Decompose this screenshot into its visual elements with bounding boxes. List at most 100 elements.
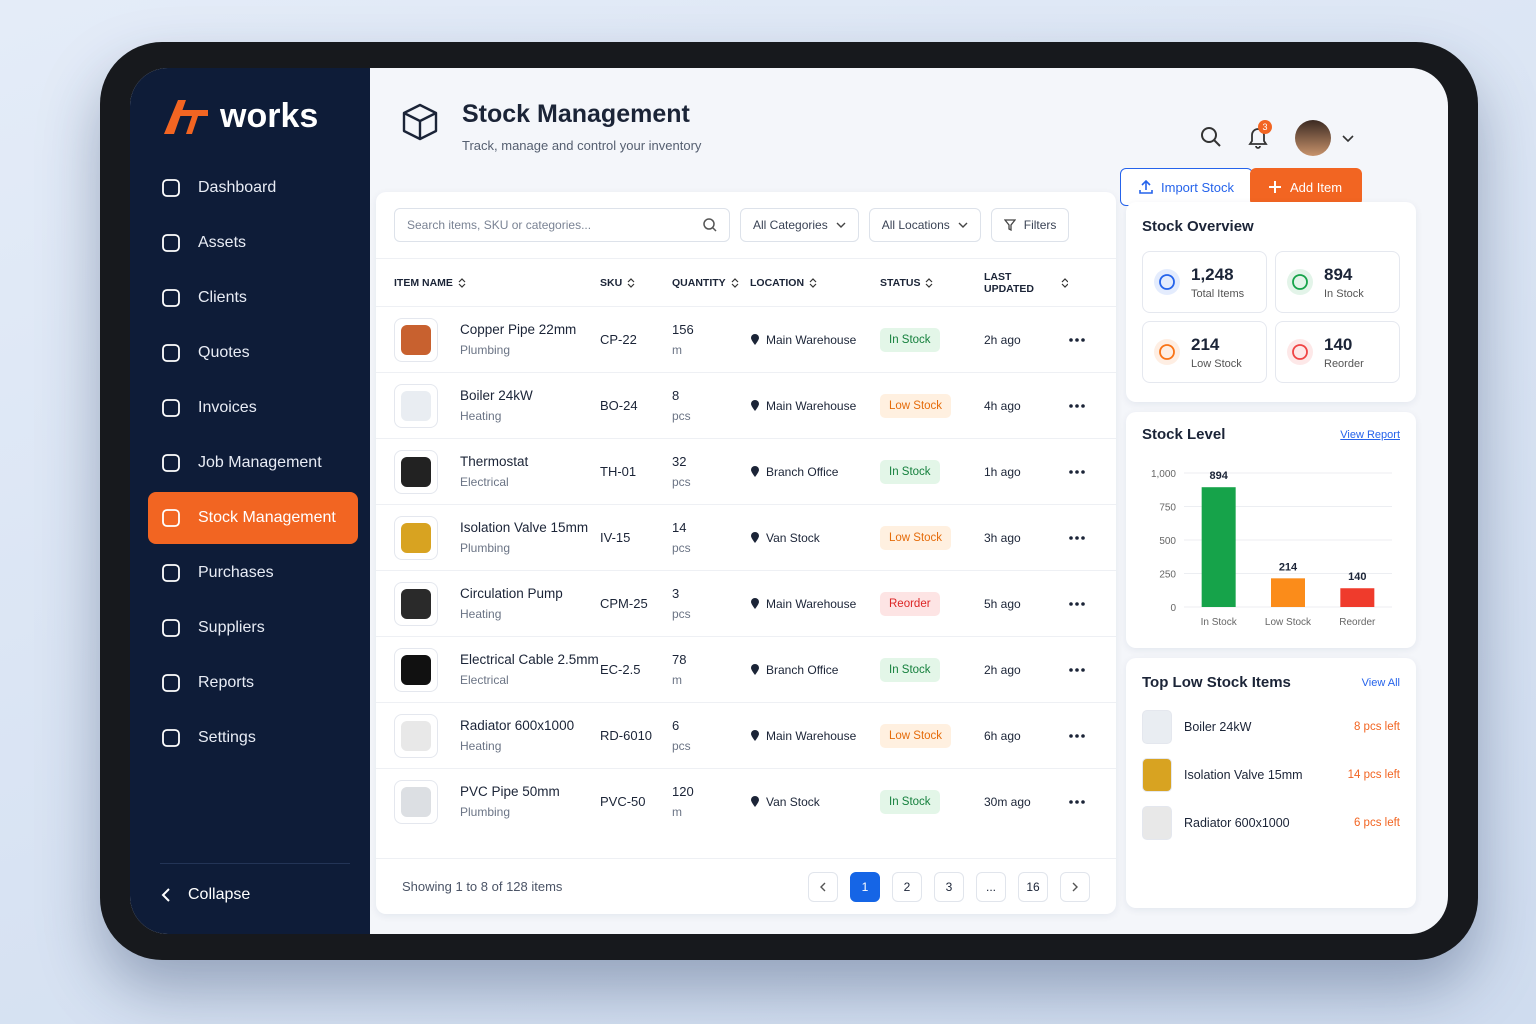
view-all[interactable]: View All [1361,676,1400,689]
nav-item[interactable]: Suppliers [148,602,358,654]
low-stock-item[interactable]: Isolation Valve 15mm 14 pcs left [1142,751,1400,799]
nav-label[interactable]: Quotes [198,344,250,361]
nav-label[interactable]: Assets [198,234,247,251]
column-header[interactable]: STATUS [880,277,984,289]
row-menu[interactable] [1068,601,1086,607]
column-label[interactable]: LOCATION [750,276,805,289]
import-label[interactable]: Import Stock [1161,179,1234,195]
search-placeholder[interactable]: Search items, SKU or categories... [407,218,592,232]
row-menu[interactable] [1068,667,1086,673]
location-cell: Branch Office [750,465,880,479]
sort-icon[interactable] [458,277,466,288]
nav-label[interactable]: Job Management [198,454,322,471]
table-row[interactable]: PVC Pipe 50mm Plumbing PVC-50 120 m Van Stock… [376,768,1116,834]
nav-label[interactable]: Clients [198,289,247,306]
page-arrow[interactable] [1060,871,1090,902]
import-button[interactable]: Import Stock [1120,168,1253,206]
quantity: 156 [672,322,694,337]
table-row[interactable]: Electrical Cable 2.5mm Electrical EC-2.5 78… [376,636,1116,702]
item-name[interactable]: Radiator 600x1000 [1184,816,1290,830]
nav-label[interactable]: Settings [198,729,256,746]
location-filter[interactable]: All Locations [868,208,981,242]
location-label[interactable]: All Locations [881,218,950,232]
search-input[interactable]: Search items, SKU or categories... [394,208,730,242]
column-label[interactable]: ITEM NAME [394,276,453,289]
page-arrow[interactable] [808,871,838,902]
filters-button[interactable]: Filters [990,208,1070,242]
nav-item[interactable]: Stock Management [148,492,358,544]
row-menu[interactable] [1068,733,1086,739]
column-label[interactable]: SKU [600,276,623,289]
chevron[interactable] [819,882,827,892]
nav-label[interactable]: Stock Management [198,509,336,526]
sort-icon[interactable] [731,277,739,288]
row-menu[interactable] [1068,535,1086,541]
table-row[interactable]: Copper Pipe 22mm Plumbing CP-22 156 m Main Wa… [376,306,1116,372]
sort-icon[interactable] [925,277,933,288]
item-name[interactable]: Isolation Valve 15mm [1184,768,1303,782]
column-header[interactable]: SKU [600,277,672,289]
nav-item[interactable]: Clients [148,272,358,324]
page-button[interactable]: 2 [892,871,922,902]
nav-label[interactable]: Dashboard [198,179,277,196]
profile-menu[interactable] [1342,134,1354,144]
page-button[interactable]: ... [976,871,1006,902]
add-label[interactable]: Add Item [1290,179,1343,195]
column-label[interactable]: LAST UPDATED [984,270,1034,295]
icon-bg [1287,269,1313,295]
sort-icon[interactable] [627,277,635,288]
column-label[interactable]: STATUS [880,276,921,289]
column-header[interactable]: ITEM NAME [394,277,600,289]
add-button[interactable]: Add Item [1250,168,1362,206]
page-button[interactable]: 16 [1018,871,1048,902]
stock-table: Search items, SKU or categories... All C… [376,192,1116,914]
sort-icon[interactable] [809,277,817,288]
item-cell: Isolation Valve 15mm Plumbing [460,520,600,555]
nav-item[interactable]: Dashboard [148,162,358,214]
nav-label[interactable]: Reports [198,674,255,691]
chevron[interactable] [1071,882,1079,892]
low-stock-item[interactable]: Radiator 600x1000 6 pcs left [1142,799,1400,847]
column-header[interactable]: QUANTITY [672,277,750,289]
table-row[interactable]: Isolation Valve 15mm Plumbing IV-15 14 pcs Va… [376,504,1116,570]
page-button[interactable]: 3 [934,871,964,902]
nav-item[interactable]: Settings [148,712,358,764]
table-row[interactable]: Radiator 600x1000 Heating RD-6010 6 pcs Main … [376,702,1116,768]
quantity-cell: 14 pcs [672,520,750,555]
nav-label[interactable]: Invoices [198,399,257,416]
collapse-label[interactable]: Collapse [188,886,251,903]
nav-label[interactable]: Suppliers [198,619,265,636]
search-button[interactable] [1200,126,1222,148]
row-menu[interactable] [1068,799,1086,805]
product-image [401,654,431,685]
filters-label[interactable]: Filters [1023,218,1057,232]
row-menu[interactable] [1068,337,1086,343]
collapse[interactable]: Collapse [160,863,350,904]
nav-item[interactable]: Invoices [148,382,358,434]
nav-item[interactable]: Job Management [148,437,358,489]
low-stock: Top Low Stock Items View All Boiler 24kW 8… [1126,658,1416,908]
low-stock-item[interactable]: Boiler 24kW 8 pcs left [1142,703,1400,751]
row-menu[interactable] [1068,403,1086,409]
column-label[interactable]: QUANTITY [672,276,726,289]
avatar[interactable] [1295,120,1331,156]
sort-icon[interactable] [1061,277,1068,288]
nav-label[interactable]: Purchases [198,564,274,581]
nav-item[interactable]: Assets [148,217,358,269]
column-header[interactable]: LOCATION [750,277,880,289]
table-row[interactable]: Boiler 24kW Heating BO-24 8 pcs Main Warehous… [376,372,1116,438]
y-tick-label: 750 [1159,503,1176,514]
menu-dot [1069,601,1073,606]
nav-item[interactable]: Purchases [148,547,358,599]
column-header[interactable]: LAST UPDATED [984,271,1068,295]
item-name[interactable]: Boiler 24kW [1184,720,1252,734]
nav-item[interactable]: Reports [148,657,358,709]
category-filter[interactable]: All Categories [740,208,859,242]
category-label[interactable]: All Categories [753,218,828,232]
view-report[interactable]: View Report [1340,428,1400,441]
nav-item[interactable]: Quotes [148,327,358,379]
page-button[interactable]: 1 [850,871,880,902]
table-row[interactable]: Circulation Pump Heating CPM-25 3 pcs Main Wa… [376,570,1116,636]
row-menu[interactable] [1068,469,1086,475]
table-row[interactable]: Thermostat Electrical TH-01 32 pcs Branch Off… [376,438,1116,504]
